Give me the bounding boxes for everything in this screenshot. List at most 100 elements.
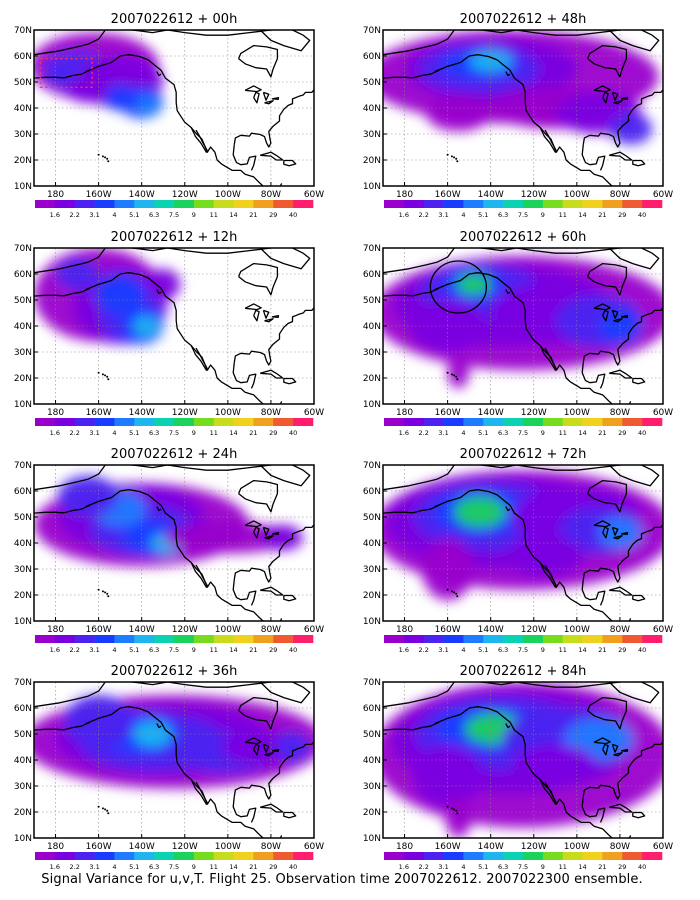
colorbar-swatch: [134, 200, 155, 208]
x-tick-label: 140W: [129, 408, 155, 418]
colorbar-swatch: [542, 635, 564, 643]
panel-title: 2007022612 + 60h: [460, 230, 587, 245]
colorbar-swatch: [94, 635, 115, 643]
panel-title: 2007022612 + 36h: [111, 664, 238, 679]
colorbar-swatch: [384, 635, 405, 643]
colorbar-swatch: [154, 200, 175, 208]
colorbar-label: 2.2: [419, 646, 429, 654]
colorbar-swatch: [213, 852, 234, 860]
colorbar-label: 40: [289, 646, 297, 654]
colorbar-swatch: [503, 852, 524, 860]
colorbar: 1.6 2.2 3.1 4 5.1 6.3 7.5 9 11 14 21 29 40: [384, 635, 663, 654]
colorbar-label: 6.3: [498, 429, 508, 437]
y-tick-label: 70N: [14, 678, 32, 688]
y-tick-label: 30N: [363, 130, 381, 140]
y-tick-label: 70N: [363, 461, 381, 471]
colorbar-label: 11: [210, 429, 218, 437]
y-tick-label: 60N: [363, 704, 381, 714]
variance-blob: [55, 258, 99, 290]
y-tick-label: 30N: [363, 782, 381, 792]
y-tick-label: 10N: [363, 400, 381, 410]
y-tick-label: 20N: [14, 156, 32, 166]
x-tick-label: 120W: [172, 190, 198, 200]
colorbar-label: 40: [289, 863, 297, 871]
x-tick-label: 140W: [478, 408, 504, 418]
panel-title: 2007022612 + 84h: [460, 664, 587, 679]
map-panel-36h: 2007022612 + 36h 180 160W 140W 120W 100W 80W 60…: [14, 664, 324, 871]
colorbar-swatch: [582, 200, 603, 208]
colorbar-swatch: [403, 200, 425, 208]
observation-region-box: [39, 57, 93, 88]
grid-lines: [34, 30, 314, 186]
y-tick-label: 20N: [363, 591, 381, 601]
colorbar-swatch: [193, 418, 215, 426]
colorbar-label: 4: [112, 211, 116, 219]
variance-blob: [66, 76, 110, 103]
colorbar-label: 2.2: [419, 211, 429, 219]
colorbar-swatch: [134, 852, 155, 860]
variance-blob: [469, 50, 513, 72]
y-tick-label: 40N: [14, 756, 32, 766]
colorbar-label: 11: [210, 863, 218, 871]
y-tick-label: 30N: [14, 348, 32, 358]
y-tick-label: 10N: [14, 182, 32, 192]
colorbar-label: 1.6: [399, 211, 409, 219]
y-tick-label: 20N: [14, 808, 32, 818]
y-tick-label: 30N: [14, 130, 32, 140]
colorbar-swatch: [253, 418, 274, 426]
x-tick-label: 100W: [215, 408, 241, 418]
colorbar-label: 40: [638, 863, 646, 871]
colorbar-label: 11: [210, 646, 218, 654]
x-tick-label: 60W: [653, 408, 673, 418]
colorbar-swatch: [293, 200, 314, 208]
variance-blob: [64, 695, 134, 747]
colorbar-label: 7.5: [518, 211, 528, 219]
colorbar-swatch: [273, 852, 294, 860]
colorbar-label: 2.2: [70, 211, 80, 219]
y-tick-label: 10N: [363, 617, 381, 627]
x-tick-label: 80W: [261, 190, 281, 200]
y-tick-label: 30N: [363, 565, 381, 575]
coastline: [383, 465, 663, 621]
variance-field: [383, 255, 663, 389]
colorbar-label: 1.6: [50, 863, 60, 871]
variance-blob: [94, 274, 146, 316]
colorbar-swatch: [114, 418, 135, 426]
x-tick-label: 180: [47, 408, 64, 418]
x-tick-label: 100W: [215, 190, 241, 200]
colorbar-swatch: [233, 200, 254, 208]
colorbar-swatch: [503, 635, 524, 643]
variance-blob: [505, 535, 584, 577]
colorbar-label: 7.5: [518, 863, 528, 871]
colorbar: 1.6 2.2 3.1 4 5.1 6.3 7.5 9 11 14 21 29 40: [35, 418, 314, 437]
variance-field: [383, 682, 663, 838]
x-tick-label: 140W: [129, 190, 155, 200]
colorbar-label: 14: [229, 429, 237, 437]
x-tick-label: 100W: [564, 408, 590, 418]
coastline: [383, 30, 663, 186]
colorbar-label: 7.5: [518, 646, 528, 654]
x-tick-label: 80W: [261, 842, 281, 852]
x-tick-label: 160W: [86, 625, 112, 635]
colorbar-swatch: [542, 418, 564, 426]
colorbar-swatch: [423, 852, 444, 860]
colorbar-swatch: [273, 635, 294, 643]
colorbar-swatch: [443, 418, 464, 426]
x-tick-label: 120W: [172, 408, 198, 418]
x-tick-label: 180: [396, 190, 413, 200]
y-tick-label: 10N: [363, 834, 381, 844]
colorbar-swatch: [642, 418, 663, 426]
colorbar-swatch: [54, 635, 76, 643]
figure-caption: Signal Variance for u,v,T. Flight 25. Ob…: [41, 872, 643, 887]
colorbar-swatch: [114, 635, 135, 643]
colorbar-swatch: [642, 200, 663, 208]
y-tick-label: 60N: [14, 704, 32, 714]
coastline: [34, 465, 314, 621]
colorbar-label: 6.3: [149, 429, 159, 437]
colorbar-label: 3.1: [89, 211, 99, 219]
x-tick-label: 120W: [521, 408, 547, 418]
colorbar-label: 40: [638, 211, 646, 219]
x-tick-label: 100W: [564, 842, 590, 852]
colorbar-label: 40: [289, 429, 297, 437]
